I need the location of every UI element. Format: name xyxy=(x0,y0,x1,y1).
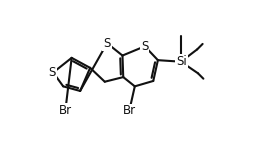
Text: S: S xyxy=(103,37,111,50)
Text: Si: Si xyxy=(176,55,187,68)
Text: S: S xyxy=(141,40,149,53)
Text: S: S xyxy=(49,66,56,79)
Text: Br: Br xyxy=(59,104,72,117)
Text: Br: Br xyxy=(123,105,136,117)
